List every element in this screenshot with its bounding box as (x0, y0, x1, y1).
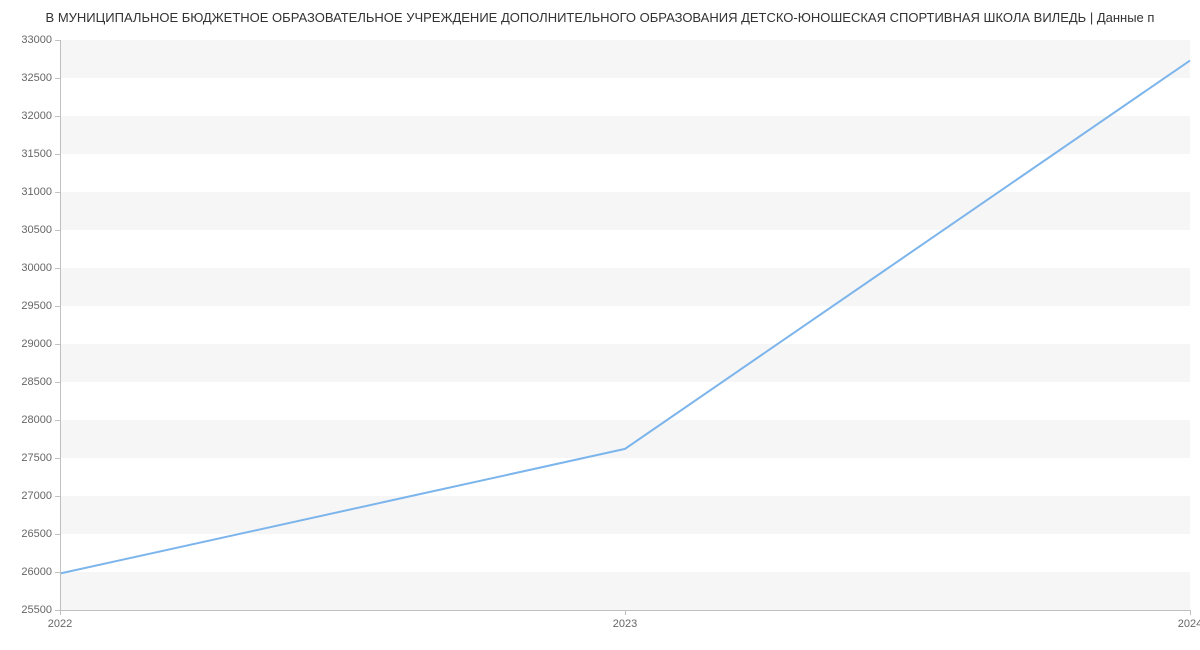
x-tick-mark (60, 610, 61, 615)
y-axis-line (60, 40, 61, 610)
chart-container: В МУНИЦИПАЛЬНОЕ БЮДЖЕТНОЕ ОБРАЗОВАТЕЛЬНО… (0, 0, 1200, 650)
x-tick-mark (625, 610, 626, 615)
chart-title: В МУНИЦИПАЛЬНОЕ БЮДЖЕТНОЕ ОБРАЗОВАТЕЛЬНО… (0, 10, 1200, 25)
x-tick-mark (1190, 610, 1191, 615)
x-tick-label: 2024 (1178, 610, 1200, 630)
plot-area: 2550026000265002700027500280002850029000… (60, 40, 1190, 610)
line-series-svg (60, 40, 1190, 610)
series-line (60, 61, 1190, 574)
